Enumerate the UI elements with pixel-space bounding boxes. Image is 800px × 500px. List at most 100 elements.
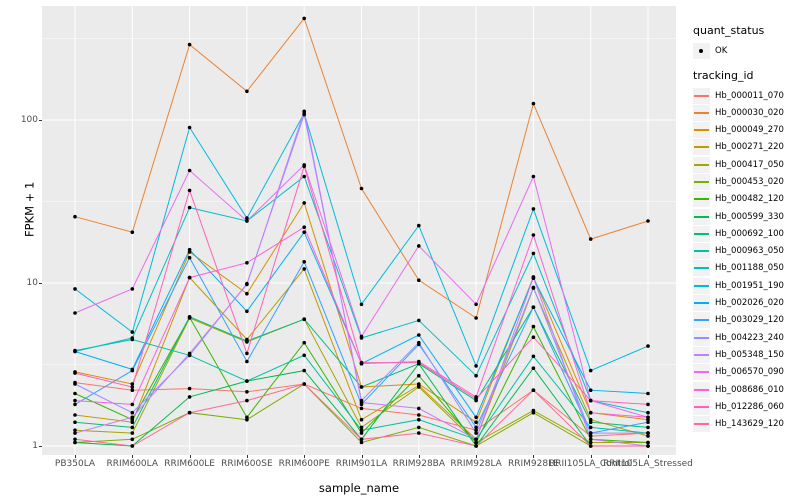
- legend-tracking-id-title: tracking_id: [693, 69, 754, 82]
- legend-entry-label: Hb_000599_330: [715, 211, 784, 222]
- data-point: [359, 440, 364, 445]
- legend-entry-label: Hb_000030_020: [715, 107, 784, 118]
- data-point: [130, 382, 135, 386]
- data-point: [187, 395, 192, 399]
- data-point: [531, 174, 536, 179]
- data-point: [646, 431, 650, 435]
- legend-key-swatch: [693, 122, 710, 139]
- data-point: [474, 428, 478, 433]
- legend-entry-label: Hb_005348_150: [715, 349, 784, 360]
- series-color-line-icon: [694, 250, 709, 253]
- data-point: [588, 420, 593, 425]
- data-point: [302, 109, 307, 114]
- series-color-line-icon: [694, 215, 709, 218]
- black-point-icon: [699, 48, 703, 53]
- legend-key-swatch: [693, 381, 710, 398]
- data-point: [474, 373, 478, 378]
- data-point: [588, 410, 593, 415]
- data-point: [302, 260, 307, 264]
- data-point: [302, 382, 307, 386]
- x-tick-mark: [304, 455, 306, 458]
- legend-key-swatch: [693, 277, 710, 294]
- y-tick-label: 100: [20, 115, 38, 125]
- data-point: [245, 291, 249, 296]
- x-tick-mark: [476, 455, 478, 458]
- data-point: [245, 219, 249, 223]
- data-point: [302, 225, 307, 229]
- data-point: [73, 382, 77, 386]
- data-point: [646, 440, 650, 445]
- data-point: [531, 388, 536, 393]
- data-point: [646, 425, 650, 430]
- x-tick-label: RRII105LA_Stressed: [603, 459, 693, 469]
- series-color-line-icon: [694, 163, 709, 166]
- data-point: [474, 396, 478, 401]
- y-axis-title: FPKM + 1: [22, 181, 37, 237]
- data-point: [531, 354, 536, 359]
- legend-entry-label: Hb_000963_050: [715, 246, 784, 257]
- x-tick-mark: [590, 455, 592, 458]
- data-point: [187, 386, 192, 391]
- data-point: [588, 444, 593, 448]
- data-point: [73, 413, 77, 417]
- legend-entry-label: Hb_000453_020: [715, 176, 784, 187]
- data-point: [359, 360, 364, 365]
- series-color-line-icon: [694, 284, 709, 287]
- data-point: [531, 101, 536, 106]
- series-color-line-icon: [694, 232, 709, 235]
- legend-entry-Hb_000011_070: Hb_000011_070: [693, 87, 800, 104]
- legend: quant_status OK tracking_id Hb_000011_07…: [693, 24, 800, 433]
- legend-entry-label: Hb_000011_070: [715, 90, 784, 101]
- legend-entry-label: Hb_000692_100: [715, 228, 784, 239]
- data-point: [73, 428, 77, 433]
- data-point: [130, 415, 135, 420]
- data-point: [73, 391, 77, 396]
- data-point: [588, 437, 593, 442]
- legend-key-swatch: [693, 139, 710, 156]
- legend-key-swatch: [693, 208, 710, 225]
- legend-entry-Hb_000271_220: Hb_000271_220: [693, 139, 800, 156]
- data-point: [73, 311, 77, 315]
- data-point: [359, 428, 364, 433]
- series-color-line-icon: [694, 371, 709, 374]
- data-point: [302, 230, 307, 234]
- data-point: [73, 437, 77, 442]
- data-point: [187, 410, 192, 415]
- data-point: [130, 336, 135, 340]
- legend-key-swatch: [693, 243, 710, 260]
- data-point: [359, 425, 364, 430]
- y-tick-mark: [39, 446, 42, 447]
- data-point: [245, 379, 249, 383]
- x-tick-mark: [533, 455, 535, 458]
- legend-entry-label: Hb_000271_220: [715, 142, 784, 153]
- data-point: [245, 415, 249, 420]
- data-point: [474, 440, 478, 445]
- y-tick-label: 10: [26, 278, 38, 288]
- legend-entry-Hb_012286_060: Hb_012286_060: [693, 398, 800, 415]
- data-point: [646, 219, 650, 223]
- data-point: [302, 164, 307, 169]
- legend-entry-Hb_000599_330: Hb_000599_330: [693, 208, 800, 225]
- data-point: [588, 398, 593, 403]
- data-point: [302, 317, 307, 322]
- legend-key-swatch: [693, 346, 710, 363]
- legend-entry-Hb_008686_010: Hb_008686_010: [693, 381, 800, 398]
- data-point: [73, 402, 77, 407]
- series-color-line-icon: [694, 388, 709, 391]
- data-point: [646, 444, 650, 448]
- data-point: [130, 330, 135, 334]
- data-point: [73, 287, 77, 291]
- data-point: [130, 388, 135, 393]
- legend-key-swatch: [693, 173, 710, 190]
- series-color-line-icon: [694, 423, 709, 426]
- data-point: [417, 431, 421, 435]
- legend-entry-label: Hb_008686_010: [715, 384, 784, 395]
- series-color-line-icon: [694, 353, 709, 356]
- data-point: [187, 315, 192, 319]
- y-tick-label: 1: [32, 441, 38, 451]
- data-point: [359, 417, 364, 422]
- data-point: [588, 425, 593, 430]
- legend-key-swatch: [693, 312, 710, 329]
- legend-entry-label: Hb_000482_120: [715, 194, 784, 205]
- legend-entry-Hb_000049_270: Hb_000049_270: [693, 122, 800, 139]
